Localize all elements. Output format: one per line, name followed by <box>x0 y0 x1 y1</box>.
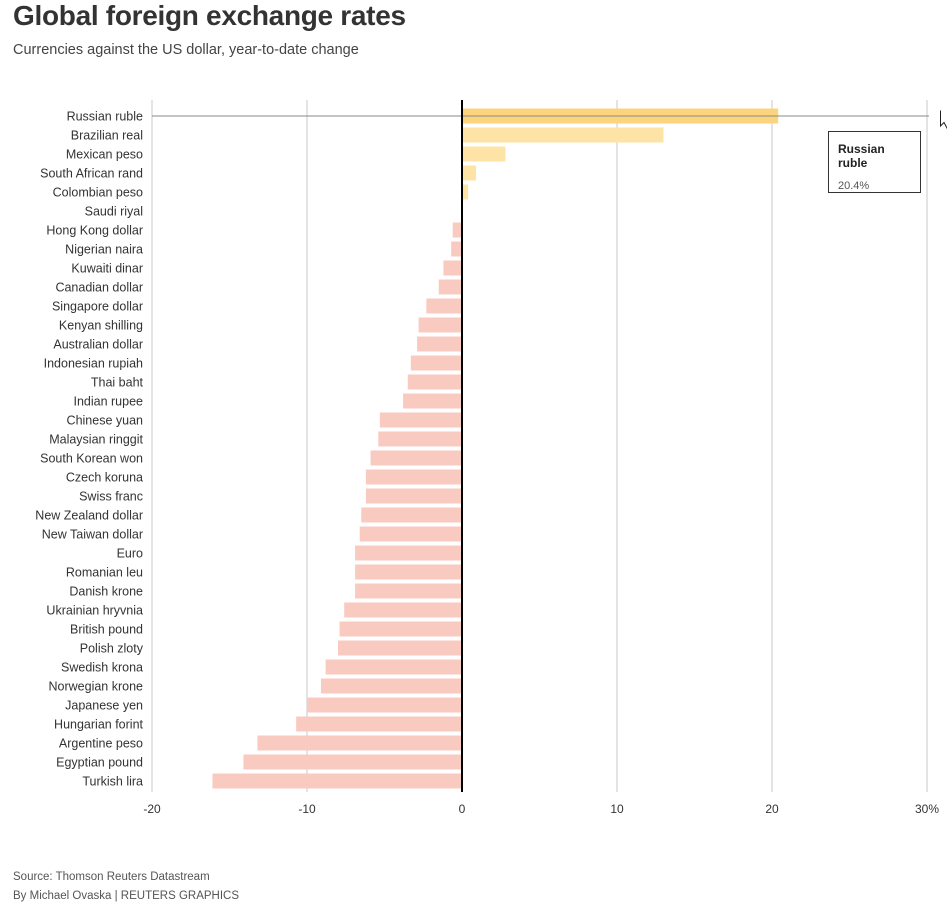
bar[interactable] <box>355 545 462 561</box>
chart-title: Global foreign exchange rates <box>13 0 406 31</box>
category-label: Danish krone <box>69 585 143 599</box>
bar[interactable] <box>379 412 462 428</box>
category-label: Swedish krona <box>61 661 143 675</box>
bar[interactable] <box>257 735 462 751</box>
bar[interactable] <box>320 678 462 694</box>
bar[interactable] <box>212 773 462 789</box>
category-label: Chinese yuan <box>67 414 143 428</box>
bar[interactable] <box>365 469 462 485</box>
bar[interactable] <box>355 564 462 580</box>
category-label: Russian ruble <box>67 110 143 124</box>
bar-chart: Russian ruble Brazilian real Mexican peso S… <box>35 100 939 816</box>
category-label: Kuwaiti dinar <box>71 262 143 276</box>
category-label: Japanese yen <box>65 699 143 713</box>
bar[interactable] <box>407 374 462 390</box>
category-label: Singapore dollar <box>52 300 143 314</box>
bar[interactable] <box>462 165 476 181</box>
category-label: Ukrainian hryvnia <box>46 604 143 618</box>
category-label: South Korean won <box>40 452 143 466</box>
bar[interactable] <box>296 716 462 732</box>
category-label: New Zealand dollar <box>35 509 143 523</box>
category-label: Hungarian forint <box>54 718 143 732</box>
tooltip-value: 20.4% <box>838 180 870 192</box>
category-label: British pound <box>70 623 143 637</box>
category-label: South African rand <box>40 167 143 181</box>
category-label: Thai baht <box>91 376 144 390</box>
bar[interactable] <box>426 298 462 314</box>
bar[interactable] <box>462 184 469 200</box>
category-label: Argentine peso <box>59 737 143 751</box>
category-label: Malaysian ringgit <box>49 433 143 447</box>
category-label: Colombian peso <box>53 186 143 200</box>
category-label: Swiss franc <box>79 490 143 504</box>
bar[interactable] <box>365 488 462 504</box>
byline: By Michael Ovaska | REUTERS GRAPHICS <box>13 890 240 902</box>
category-label: Australian dollar <box>53 338 143 352</box>
bar[interactable] <box>361 507 462 523</box>
bar[interactable] <box>325 659 462 675</box>
bar[interactable] <box>307 697 462 713</box>
category-label: New Taiwan dollar <box>42 528 143 542</box>
category-label: Polish zloty <box>80 642 144 656</box>
tooltip: Russian ruble 20.4% <box>828 131 921 193</box>
x-tick-label: -10 <box>298 802 316 816</box>
category-labels: Russian ruble Brazilian real Mexican peso S… <box>35 110 143 789</box>
x-tick-label: 10 <box>610 802 624 816</box>
bar[interactable] <box>462 127 664 143</box>
bar[interactable] <box>452 222 462 238</box>
tooltip-name: Russian ruble <box>838 142 885 170</box>
category-label: Indian rupee <box>73 395 143 409</box>
category-label: Kenyan shilling <box>59 319 143 333</box>
bar[interactable] <box>438 279 462 295</box>
category-label: Canadian dollar <box>55 281 143 295</box>
bar[interactable] <box>451 241 462 257</box>
category-label: Indonesian rupiah <box>44 357 143 371</box>
category-label: Nigerian naira <box>65 243 143 257</box>
bar[interactable] <box>243 754 462 770</box>
x-axis-ticks: -20 -10 0 10 20 30% <box>143 802 939 816</box>
category-label: Turkish lira <box>82 775 143 789</box>
category-label: Romanian leu <box>66 566 143 580</box>
bar[interactable] <box>410 355 462 371</box>
bars <box>212 108 779 789</box>
bar[interactable] <box>359 526 462 542</box>
category-label: Euro <box>117 547 143 561</box>
bar[interactable] <box>403 393 462 409</box>
x-tick-label: 0 <box>459 802 466 816</box>
bar[interactable] <box>443 260 462 276</box>
bar[interactable] <box>355 583 462 599</box>
bar[interactable] <box>417 336 462 352</box>
category-label: Brazilian real <box>71 129 143 143</box>
bar[interactable] <box>418 317 462 333</box>
x-tick-label: -20 <box>143 802 161 816</box>
mouse-cursor-icon <box>940 110 947 130</box>
bar[interactable] <box>370 450 462 466</box>
category-label: Saudi riyal <box>85 205 143 219</box>
source-note: Source: Thomson Reuters Datastream <box>13 871 210 883</box>
bar[interactable] <box>338 640 462 656</box>
chart-subtitle: Currencies against the US dollar, year-t… <box>13 42 359 58</box>
x-tick-label: 30% <box>915 802 939 816</box>
bar[interactable] <box>344 602 462 618</box>
overlay <box>152 100 929 792</box>
bar[interactable] <box>339 621 462 637</box>
category-label: Mexican peso <box>66 148 143 162</box>
category-label: Egyptian pound <box>56 756 143 770</box>
category-label: Norwegian krone <box>49 680 144 694</box>
gridlines <box>151 100 928 792</box>
bar[interactable] <box>378 431 462 447</box>
bar[interactable] <box>462 146 506 162</box>
category-label: Czech koruna <box>66 471 143 485</box>
x-tick-label: 20 <box>765 802 779 816</box>
category-label: Hong Kong dollar <box>46 224 143 238</box>
